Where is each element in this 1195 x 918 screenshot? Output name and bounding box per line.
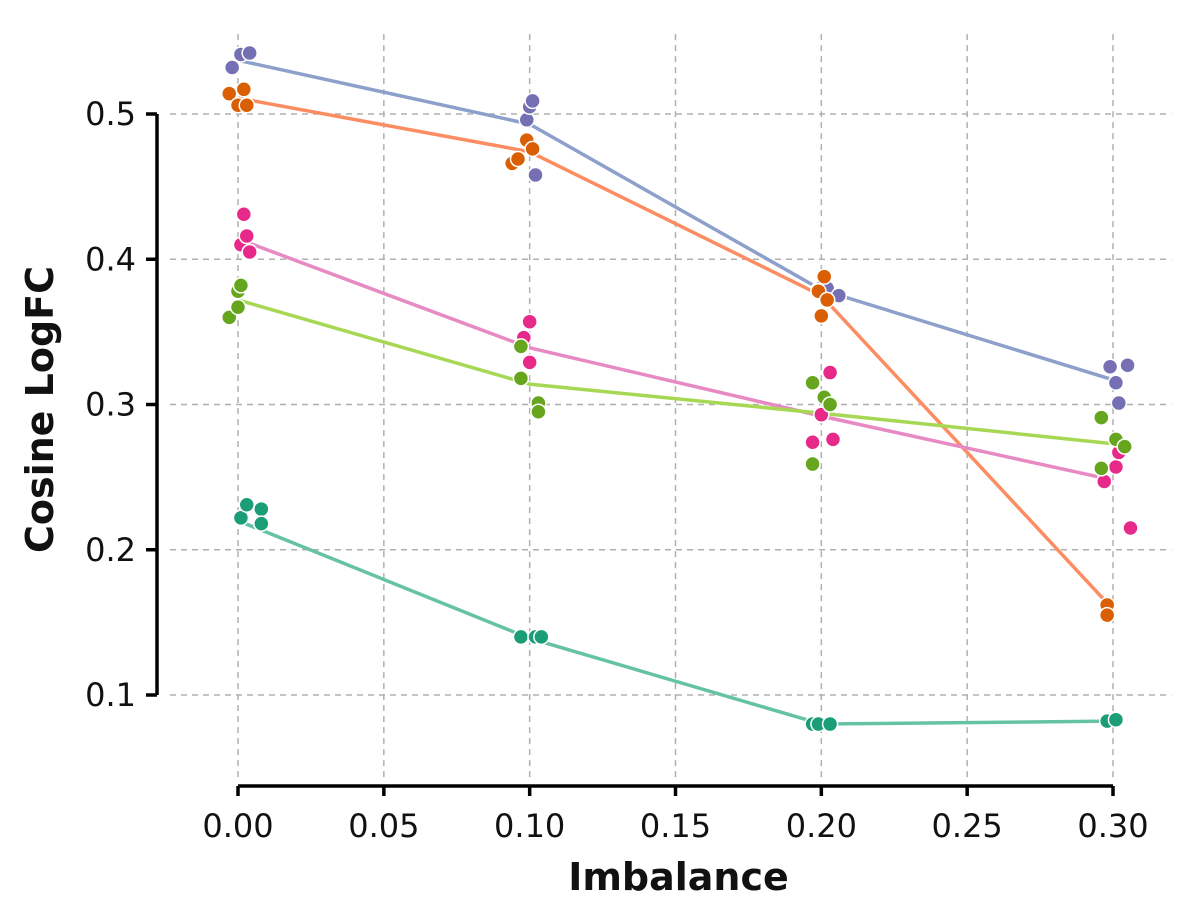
data-point-series-5 (253, 500, 270, 518)
grid (170, 34, 1172, 783)
series-lines (237, 58, 1115, 726)
data-point-series-3 (824, 431, 842, 448)
y-tick-label: 0.3 (85, 386, 136, 424)
x-tick-label: 0.20 (786, 807, 857, 845)
data-point-series-3 (241, 243, 258, 261)
data-point-series-2 (524, 140, 541, 158)
x-tick-label: 0.25 (932, 807, 1003, 845)
data-point-series-1 (527, 166, 544, 184)
data-point-series-5 (512, 628, 530, 646)
data-point-series-3 (821, 364, 839, 381)
data-point-series-1 (1119, 357, 1136, 374)
data-point-series-4 (1093, 409, 1110, 426)
data-point-series-1 (524, 92, 541, 110)
data-point-series-2 (813, 307, 830, 325)
data-point-series-5 (1107, 711, 1125, 728)
data-point-series-4 (1093, 460, 1110, 477)
x-tick-label: 0.05 (348, 807, 419, 845)
data-point-series-4 (229, 298, 247, 316)
x-tick-label: 0.10 (494, 807, 565, 845)
series-line-2 (237, 96, 1115, 611)
data-point-series-5 (238, 496, 255, 513)
data-point-series-1 (1101, 358, 1119, 375)
data-point-series-3 (1107, 458, 1125, 476)
data-point-series-4 (821, 396, 839, 413)
data-point-series-1 (223, 59, 241, 76)
data-point-series-4 (804, 455, 821, 473)
data-point-series-5 (821, 715, 839, 733)
y-tick-label: 0.4 (85, 240, 136, 278)
x-tick-label: 0.15 (640, 807, 711, 845)
data-point-series-4 (804, 374, 821, 391)
data-points (221, 44, 1139, 733)
data-point-series-4 (530, 403, 547, 421)
data-point-series-3 (521, 354, 538, 371)
x-axis-title: Imbalance (568, 855, 789, 899)
data-point-series-2 (221, 85, 238, 102)
series-line-5 (237, 519, 1114, 726)
series-line-4 (237, 298, 1114, 446)
series-line-3 (237, 237, 1114, 482)
data-point-series-2 (235, 81, 253, 98)
data-point-series-4 (512, 338, 530, 355)
data-point-series-2 (1098, 606, 1116, 624)
data-point-series-3 (238, 227, 255, 245)
data-point-series-2 (509, 150, 527, 168)
data-point-series-2 (816, 268, 833, 285)
series-line-1 (237, 58, 1114, 382)
data-point-series-4 (232, 277, 250, 294)
data-point-series-4 (512, 370, 530, 387)
y-axis-title: Cosine LogFC (18, 266, 62, 553)
y-tick-label: 0.5 (85, 95, 136, 133)
x-tick-label: 0.30 (1077, 807, 1148, 845)
data-point-series-5 (533, 628, 550, 646)
data-point-series-3 (521, 313, 538, 330)
data-point-series-1 (1107, 374, 1125, 391)
data-point-series-3 (804, 434, 821, 451)
ticks: 0.00 0.05 0.10 0.15 0.20 0.25 0.30 0.1 0.2 0.3 0.4… (85, 95, 1149, 845)
data-point-series-3 (235, 205, 253, 223)
data-point-series-4 (1116, 438, 1133, 455)
data-point-series-1 (1110, 394, 1128, 412)
data-point-series-5 (253, 515, 270, 532)
data-point-series-1 (241, 44, 258, 62)
data-point-series-3 (1122, 519, 1139, 537)
y-tick-label: 0.1 (85, 676, 136, 714)
data-point-series-2 (818, 291, 836, 309)
y-tick-label: 0.2 (85, 531, 136, 569)
data-point-series-2 (238, 97, 255, 114)
x-tick-label: 0.00 (202, 807, 273, 845)
